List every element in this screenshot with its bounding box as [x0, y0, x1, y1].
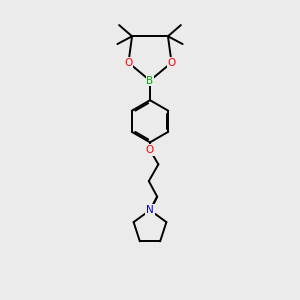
Text: N: N — [146, 205, 154, 215]
Text: O: O — [146, 145, 154, 155]
Text: N: N — [146, 205, 154, 215]
Text: B: B — [146, 76, 154, 85]
Text: O: O — [124, 58, 133, 68]
Text: O: O — [167, 58, 176, 68]
